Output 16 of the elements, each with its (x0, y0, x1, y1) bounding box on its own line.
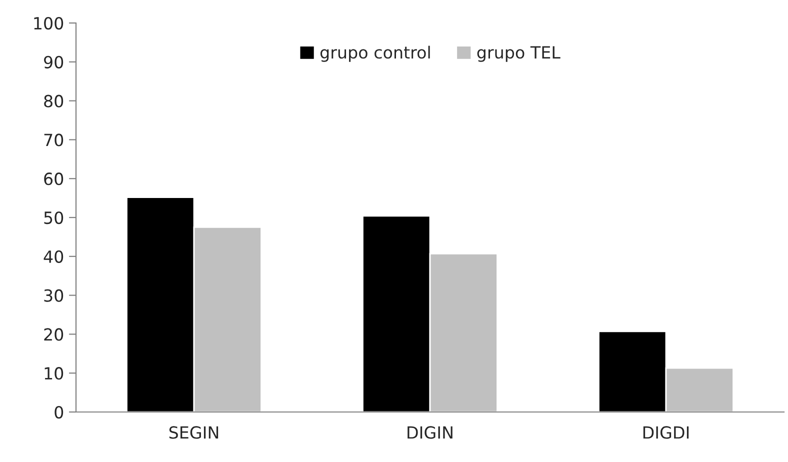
y-tick-label: 80 (44, 94, 64, 108)
legend-label: grupo TEL (477, 46, 560, 62)
x-tick-label: SEGIN (169, 426, 218, 439)
x-tick-label: DIGDI (643, 426, 689, 439)
y-tick-label: 0 (54, 406, 64, 419)
y-tick-label: 40 (44, 250, 64, 263)
y-tick-label: 20 (44, 328, 64, 341)
y-tick-label: 70 (44, 134, 64, 146)
legend-label: grupo control (320, 46, 430, 62)
y-tick-label: 90 (44, 56, 64, 68)
y-tick-label: 30 (44, 289, 64, 302)
y-tick-label: 50 (44, 211, 64, 224)
y-tick-label: 100 (34, 16, 64, 30)
x-tick-label: DIGIN (408, 426, 452, 439)
y-tick-label: 10 (44, 367, 64, 380)
y-tick-label: 60 (44, 172, 64, 186)
